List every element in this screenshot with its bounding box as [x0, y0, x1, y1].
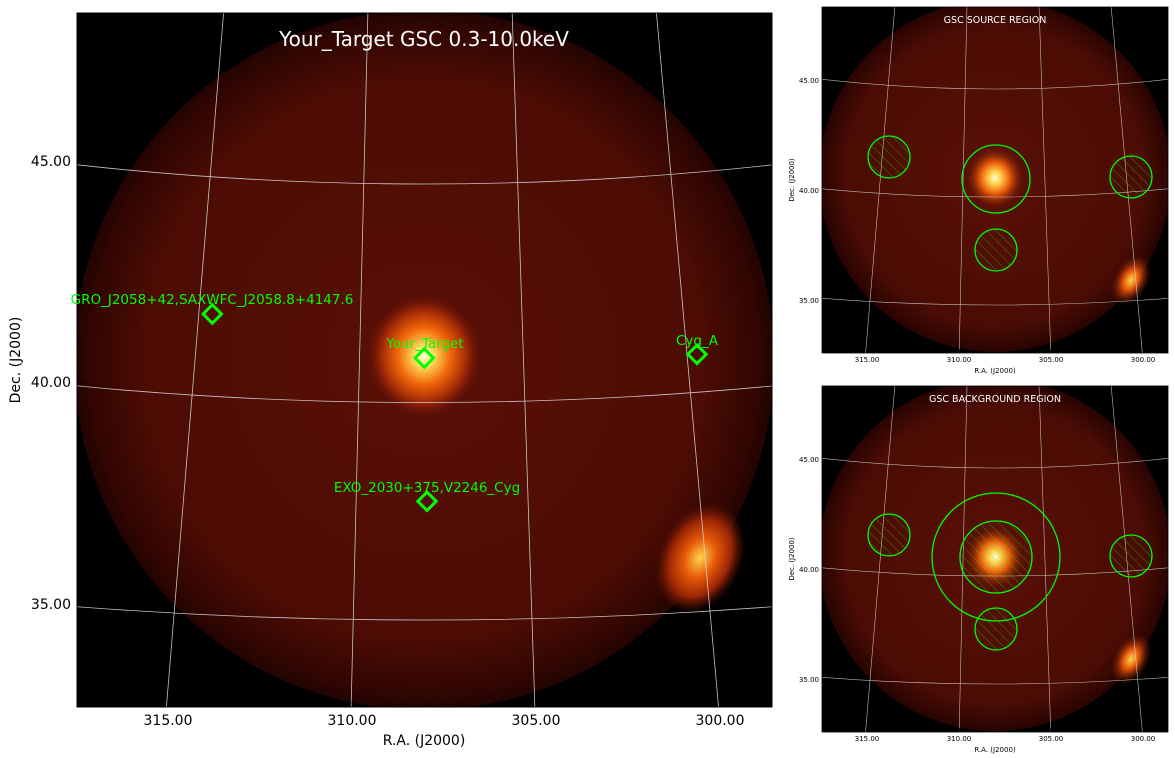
x-tick-label: 315.00: [855, 356, 880, 364]
panel-title: GSC BACKGROUND REGION: [929, 394, 1061, 405]
x-tick-label: 310.00: [947, 735, 972, 743]
excluded-source-circle[interactable]: [974, 228, 1018, 272]
y-axis-label: Dec. (J2000): [8, 317, 24, 404]
x-tick-label: 315.00: [144, 713, 193, 729]
y-tick-label: 40.00: [799, 566, 819, 574]
background-region-panel: 45.00 40.00 35.00 315.00 310.00 305.00 3…: [788, 385, 1169, 754]
y-tick-label: 45.00: [799, 77, 819, 85]
y-tick-label: 45.00: [31, 154, 71, 170]
x-tick-label: 300.00: [1131, 735, 1156, 743]
source-region-circle[interactable]: [961, 144, 1031, 214]
y-axis-label: Dec. (J2000): [788, 537, 796, 581]
source-marker-diamond[interactable]: [412, 346, 436, 370]
cyg-x1-emission-blob: [1110, 632, 1152, 686]
coordinate-grid: [77, 13, 772, 707]
excluded-source-circle[interactable]: [867, 135, 911, 179]
excluded-source-circle[interactable]: [1109, 534, 1153, 578]
y-tick-label: 40.00: [31, 375, 71, 391]
cyg-x1-emission-blob: [1110, 253, 1152, 307]
y-tick-label: 35.00: [799, 297, 819, 305]
main-image-panel: 45.00 40.00 35.00 315.00 310.00 305.00 3…: [8, 12, 773, 749]
panel-title: GSC SOURCE REGION: [944, 15, 1047, 26]
target-emission-blob: [366, 294, 482, 418]
excluded-source-circle[interactable]: [974, 607, 1018, 651]
main-axis-ticks: [77, 13, 772, 707]
source-marker-diamond[interactable]: [200, 302, 224, 326]
x-axis-label: R.A. (J2000): [974, 746, 1016, 754]
x-tick-label: 310.00: [947, 356, 972, 364]
x-tick-label: 305.00: [1039, 735, 1064, 743]
source-label: Cyg_A: [676, 333, 719, 349]
x-tick-label: 305.00: [512, 713, 561, 729]
y-tick-label: 40.00: [799, 187, 819, 195]
source-marker-diamond[interactable]: [415, 489, 439, 513]
source-label: EXO_2030+375,V2246_Cyg: [334, 480, 520, 496]
source-region-panel: 45.00 40.00 35.00 315.00 310.00 305.00 3…: [788, 6, 1169, 375]
cyg-x1-emission-blob: [654, 502, 746, 614]
source-label: GRO_J2058+42,SAXWFC_J2058.8+4147.6: [71, 292, 354, 308]
excluded-source-circle[interactable]: [959, 520, 1033, 594]
excluded-source-circle[interactable]: [867, 513, 911, 557]
x-tick-label: 315.00: [855, 735, 880, 743]
x-axis-label: R.A. (J2000): [383, 733, 466, 749]
x-tick-label: 300.00: [1131, 356, 1156, 364]
target-emission-blob: [965, 146, 1025, 210]
x-axis-label: R.A. (J2000): [974, 367, 1016, 375]
main-title: Your_Target GSC 0.3-10.0keV: [278, 27, 569, 51]
y-tick-label: 35.00: [799, 676, 819, 684]
y-axis-label: Dec. (J2000): [788, 158, 796, 202]
source-label: Your_Target: [385, 336, 463, 352]
y-tick-label: 35.00: [31, 597, 71, 613]
x-tick-label: 300.00: [696, 713, 745, 729]
x-tick-label: 310.00: [328, 713, 377, 729]
source-marker-diamond[interactable]: [685, 342, 709, 366]
y-tick-label: 45.00: [799, 456, 819, 464]
x-tick-label: 305.00: [1039, 356, 1064, 364]
excluded-source-circle[interactable]: [1109, 155, 1153, 199]
